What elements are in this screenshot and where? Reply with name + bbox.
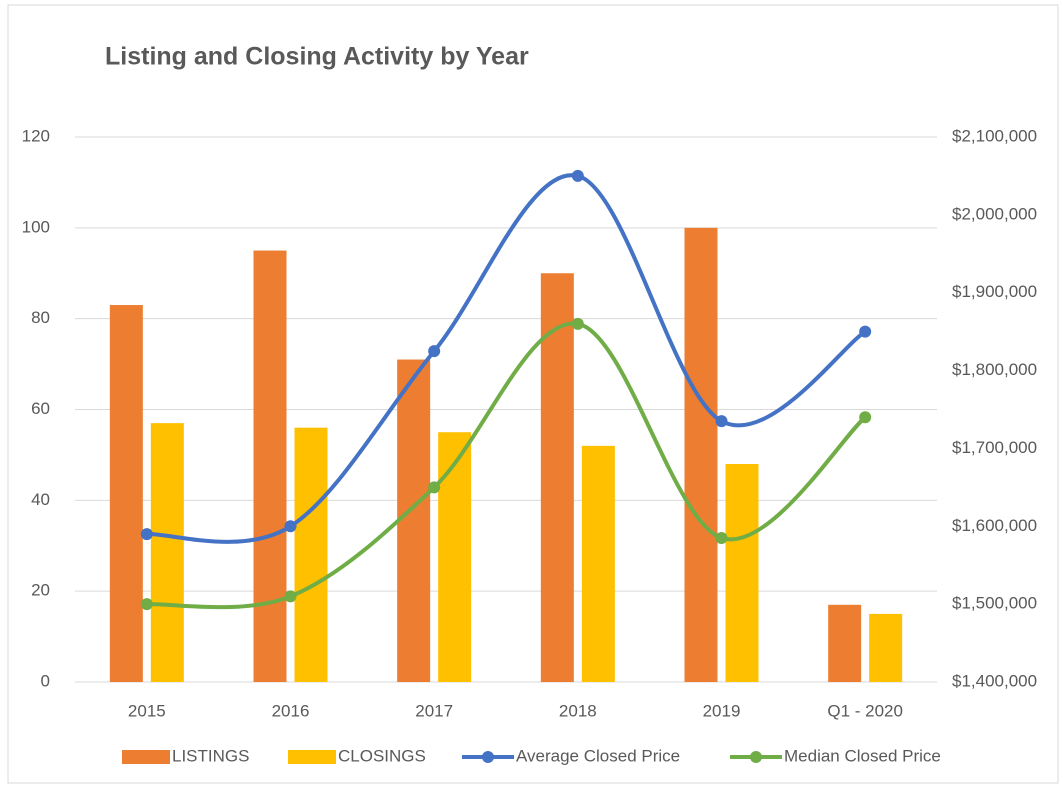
bar	[397, 359, 431, 682]
point	[571, 169, 584, 182]
y-tick-label: 120	[22, 126, 50, 145]
point	[859, 325, 872, 338]
bar	[684, 227, 718, 683]
y-tick-label: 0	[41, 671, 50, 690]
point	[140, 528, 153, 541]
bar	[150, 423, 184, 682]
y2-tick-label: $1,500,000	[952, 594, 1037, 613]
y2-tick-label: $2,100,000	[952, 126, 1037, 145]
legend-swatch	[122, 750, 170, 764]
bar	[725, 464, 759, 682]
point	[715, 531, 728, 544]
y-tick-label: 60	[31, 399, 50, 418]
point	[140, 598, 153, 611]
bar	[438, 432, 472, 682]
legend-swatch	[750, 751, 762, 763]
legend-swatch	[482, 751, 494, 763]
legend-label: CLOSINGS	[338, 746, 426, 765]
chart-title: Listing and Closing Activity by Year	[105, 43, 529, 71]
point	[428, 481, 441, 494]
legend-label: Median Closed Price	[784, 746, 941, 765]
bar	[109, 305, 143, 682]
y2-tick-label: $1,600,000	[952, 516, 1037, 535]
legend-label: Average Closed Price	[516, 746, 680, 765]
bar	[581, 445, 615, 682]
y-tick-label: 40	[31, 490, 50, 509]
point	[859, 411, 872, 424]
legend-label: LISTINGS	[172, 746, 249, 765]
x-tick-label: 2018	[559, 701, 597, 720]
bar	[294, 427, 328, 682]
y2-tick-label: $2,000,000	[952, 204, 1037, 223]
bar	[869, 613, 903, 682]
x-tick-label: 2019	[703, 701, 741, 720]
bar	[828, 604, 862, 682]
point	[284, 520, 297, 533]
bar	[253, 250, 287, 682]
point	[284, 590, 297, 603]
x-tick-label: 2017	[415, 701, 453, 720]
y-tick-label: 20	[31, 581, 50, 600]
point	[428, 345, 441, 358]
y2-tick-label: $1,400,000	[952, 671, 1037, 690]
y2-tick-label: $1,800,000	[952, 360, 1037, 379]
y-tick-label: 100	[22, 217, 50, 236]
x-tick-label: 2016	[272, 701, 310, 720]
y-tick-label: 80	[31, 308, 50, 327]
bar	[540, 273, 574, 682]
point	[571, 317, 584, 330]
x-tick-label: 2015	[128, 701, 166, 720]
y2-tick-label: $1,700,000	[952, 438, 1037, 457]
y2-tick-label: $1,900,000	[952, 282, 1037, 301]
legend-swatch	[288, 750, 336, 764]
x-tick-label: Q1 - 2020	[827, 701, 903, 720]
point	[715, 415, 728, 428]
